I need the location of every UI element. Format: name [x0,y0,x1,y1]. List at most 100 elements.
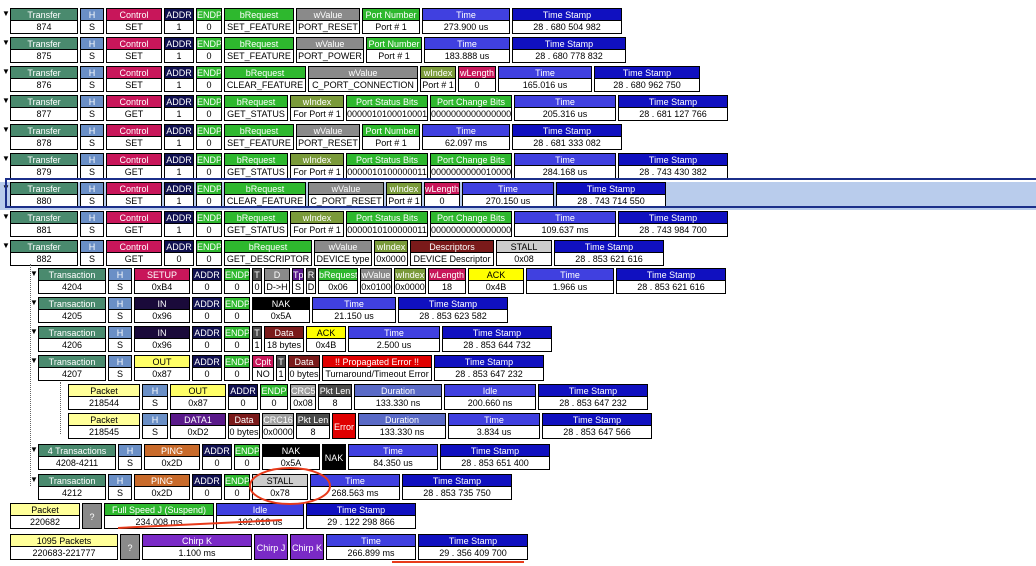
time-stamp-field[interactable]: Time Stamp 29 . 356 409 700 [418,534,528,560]
transfer-row[interactable]: ▼ Transfer 880 H S Control SET ADDR 1 ENDP 0 bReque… [0,182,1036,210]
time-stamp-field[interactable]: Time Stamp 28 . 853 621 616 [554,240,664,266]
brequest-field[interactable]: bRequest SET_FEATURE [224,8,294,34]
crc5-field[interactable]: CRC5 0x08 [290,384,316,410]
port-status-bits-field[interactable]: Port Status Bits 0000010100010001 [346,95,428,121]
port-number-field[interactable]: Port Number Port # 1 [362,124,420,150]
expand-triangle-icon[interactable]: ▼ [30,356,38,365]
time-field[interactable]: Time 268.563 ms [310,474,400,500]
in-field[interactable]: IN 0x96 [134,297,190,323]
wvalue-field[interactable]: wValue PORT_RESET [296,124,360,150]
time-stamp-field[interactable]: Time Stamp 28 . 853 647 566 [542,413,652,439]
transfer-field[interactable]: Transfer 877 [10,95,78,121]
data-field[interactable]: Data 0 bytes [228,413,260,439]
full-speed-j-suspend-field[interactable]: Full Speed J (Suspend) 234.008 ms [104,503,214,529]
transfer-row[interactable]: ▼ Transfer 876 H S Control SET ADDR 1 ENDP 0 bReque… [0,66,1036,94]
endp-field[interactable]: ENDP 0 [196,8,222,34]
transaction-row[interactable]: ▼ Transaction 4212 H S PING 0x2D ADDR 0 ENDP 0 STAL… [0,474,1036,502]
brequest-field[interactable]: bRequest GET_STATUS [224,95,288,121]
chirp-k-field[interactable]: Chirp K 1.100 ms [142,534,252,560]
control-field[interactable]: Control SET [106,124,162,150]
windex-field[interactable]: wIndex For Port # 1 [290,153,344,179]
transfer-row[interactable]: ▼ Transfer 874 H S Control SET ADDR 1 ENDP 0 bReque… [0,8,1036,36]
transaction-row[interactable]: ▼ Transaction 4207 H S OUT 0x87 ADDR 0 ENDP 0 Cplt N… [0,355,1036,383]
transaction-field[interactable]: Transaction 4207 [38,355,106,381]
transaction-group-row[interactable]: ▼ 4 Transactions 4208-4211 H S PING 0x2D ADDR 0 E… [0,444,1036,472]
time-stamp-field[interactable]: Time Stamp 28 . 853 644 732 [442,326,552,352]
port-status-bits-field[interactable]: Port Status Bits 0000010100000011 [346,211,428,237]
packet-field[interactable]: Packet 220682 [10,503,80,529]
brequest-field[interactable]: bRequest 0x06 [318,268,358,294]
endp-field[interactable]: ENDP 0 [196,66,222,92]
port-number-field[interactable]: Port Number Port # 1 [366,37,422,63]
time-field[interactable]: Time 3.834 us [448,413,540,439]
endp-field[interactable]: ENDP 0 [224,326,250,352]
addr-field[interactable]: ADDR 1 [164,95,194,121]
idle-field[interactable]: Idle 200.660 ns [444,384,536,410]
port-number-field[interactable]: Port Number Port # 1 [362,8,420,34]
time-field[interactable]: Time 273.900 us [422,8,510,34]
endp-field[interactable]: ENDP 0 [196,124,222,150]
wvalue-field[interactable]: wValue 0x0100 [360,268,392,294]
expand-triangle-icon[interactable]: ▼ [30,475,38,484]
transfer-field[interactable]: Transfer 882 [10,240,78,266]
d-field[interactable]: D D->H [264,268,290,294]
expand-triangle-icon[interactable]: ▼ [2,212,10,221]
addr-field[interactable]: ADDR 1 [164,8,194,34]
in-field[interactable]: IN 0x96 [134,326,190,352]
-field[interactable]: ? [120,534,140,560]
addr-field[interactable]: ADDR 1 [164,211,194,237]
time-field[interactable]: Time 2.500 us [348,326,440,352]
expand-triangle-icon[interactable]: ▼ [2,38,10,47]
time-stamp-field[interactable]: Time Stamp 28 . 681 127 766 [618,95,728,121]
nak-field[interactable]: NAK 0x5A [252,297,310,323]
chirp-j-field[interactable]: Chirp J [254,534,288,560]
expand-triangle-icon[interactable]: ▼ [2,125,10,134]
time-stamp-field[interactable]: Time Stamp 28 . 743 430 382 [618,153,728,179]
expand-triangle-icon[interactable]: ▼ [2,9,10,18]
ping-field[interactable]: PING 0x2D [144,444,200,470]
control-field[interactable]: Control SET [106,37,162,63]
time-stamp-field[interactable]: Time Stamp 28 . 853 651 400 [440,444,550,470]
transfer-row[interactable]: ▼ Transfer 877 H S Control GET ADDR 1 ENDP 0 bReque… [0,95,1036,123]
transfer-field[interactable]: Transfer 880 [10,182,78,208]
endp-field[interactable]: ENDP 0 [196,153,222,179]
pkt-len-field[interactable]: Pkt Len 8 [318,384,352,410]
wlength-field[interactable]: wLength 18 [428,268,466,294]
out-field[interactable]: OUT 0x87 [170,384,226,410]
addr-field[interactable]: ADDR 1 [164,37,194,63]
wlength-field[interactable]: wLength 0 [458,66,496,92]
transfer-field[interactable]: Transfer 875 [10,37,78,63]
time-field[interactable]: Time 84.350 us [348,444,438,470]
addr-field[interactable]: ADDR 0 [192,326,222,352]
windex-field[interactable]: wIndex For Port # 1 [290,95,344,121]
pkt-len-field[interactable]: Pkt Len 8 [296,413,330,439]
wvalue-field[interactable]: wValue C_PORT_CONNECTION [308,66,418,92]
nak-field[interactable]: NAK [322,444,346,470]
crc16-field[interactable]: CRC16 0x0000 [262,413,294,439]
addr-field[interactable]: ADDR 0 [192,474,222,500]
expand-triangle-icon[interactable]: ▼ [30,298,38,307]
expand-triangle-icon[interactable]: ▼ [2,183,10,192]
transfer-row[interactable]: ▼ Transfer 881 H S Control GET ADDR 1 ENDP 0 bReque… [0,211,1036,239]
port-change-bits-field[interactable]: Port Change Bits 0000000000010000 [430,153,512,179]
data1-field[interactable]: DATA1 0xD2 [170,413,226,439]
control-field[interactable]: Control GET [106,211,162,237]
windex-field[interactable]: wIndex 0x0000 [394,268,426,294]
brequest-field[interactable]: bRequest GET_STATUS [224,211,288,237]
endp-field[interactable]: ENDP 0 [196,95,222,121]
addr-field[interactable]: ADDR 1 [164,153,194,179]
endp-field[interactable]: ENDP 0 [224,297,250,323]
expand-triangle-icon[interactable]: ▼ [2,96,10,105]
time-stamp-field[interactable]: Time Stamp 28 . 853 647 232 [434,355,544,381]
